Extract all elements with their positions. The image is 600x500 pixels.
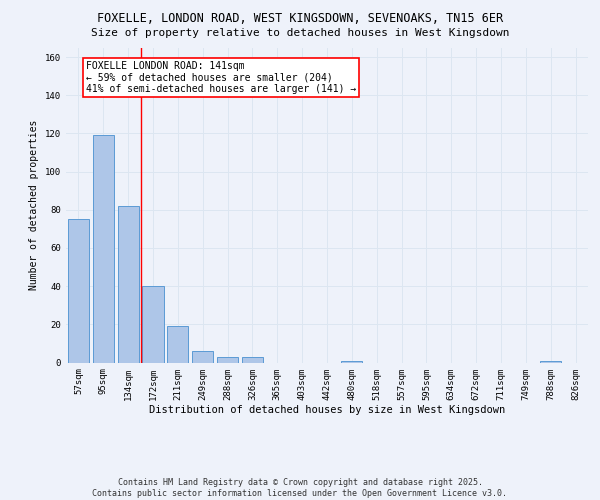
Bar xyxy=(192,351,213,362)
Bar xyxy=(118,206,139,362)
X-axis label: Distribution of detached houses by size in West Kingsdown: Distribution of detached houses by size … xyxy=(149,405,505,415)
Bar xyxy=(242,357,263,362)
Bar xyxy=(341,360,362,362)
Bar xyxy=(93,136,114,362)
Text: Size of property relative to detached houses in West Kingsdown: Size of property relative to detached ho… xyxy=(91,28,509,38)
Text: FOXELLE LONDON ROAD: 141sqm
← 59% of detached houses are smaller (204)
41% of se: FOXELLE LONDON ROAD: 141sqm ← 59% of det… xyxy=(86,61,356,94)
Bar xyxy=(217,357,238,362)
Bar xyxy=(142,286,164,362)
Bar xyxy=(167,326,188,362)
Bar xyxy=(540,360,561,362)
Y-axis label: Number of detached properties: Number of detached properties xyxy=(29,120,40,290)
Text: Contains HM Land Registry data © Crown copyright and database right 2025.
Contai: Contains HM Land Registry data © Crown c… xyxy=(92,478,508,498)
Bar xyxy=(68,220,89,362)
Text: FOXELLE, LONDON ROAD, WEST KINGSDOWN, SEVENOAKS, TN15 6ER: FOXELLE, LONDON ROAD, WEST KINGSDOWN, SE… xyxy=(97,12,503,26)
